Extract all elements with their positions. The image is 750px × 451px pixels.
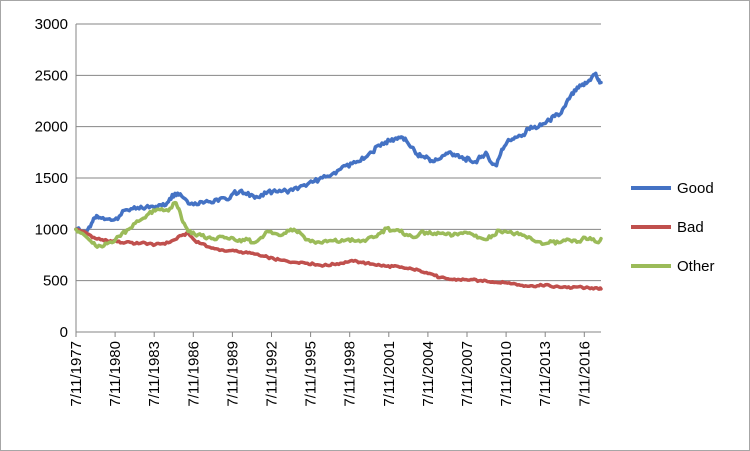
legend: Good Bad Other <box>631 180 715 275</box>
legend-label-good: Good <box>677 180 714 197</box>
y-tick-label-0: 0 <box>60 324 68 341</box>
y-tick-label-2500: 2500 <box>35 67 68 84</box>
x-tick-label: 7/11/1998 <box>342 341 359 407</box>
x-tick-label: 7/11/2004 <box>420 341 437 407</box>
x-tick-label: 7/11/1989 <box>224 341 241 407</box>
x-tick-label: 7/11/1986 <box>185 341 202 407</box>
legend-label-other: Other <box>677 258 715 275</box>
x-tick-label: 7/11/2010 <box>498 341 515 407</box>
axes <box>75 24 601 337</box>
y-tick-label-1500: 1500 <box>35 170 68 187</box>
series-line-bad <box>74 227 603 291</box>
y-axis-tick-labels: 0 500 1000 1500 2000 2500 3000 <box>35 16 68 341</box>
x-tick-label: 7/11/1980 <box>107 341 124 407</box>
x-tick-label: 7/11/1977 <box>68 341 85 407</box>
x-tick-label: 7/11/1992 <box>264 341 281 407</box>
y-tick-label-500: 500 <box>43 273 68 290</box>
y-tick-label-2000: 2000 <box>35 119 68 136</box>
y-tick-label-1000: 1000 <box>35 221 68 238</box>
x-tick-label: 7/11/2013 <box>537 341 554 407</box>
x-tick-label: 7/11/2007 <box>459 341 476 407</box>
series-lines <box>74 71 603 291</box>
series-line-good <box>74 71 603 235</box>
x-axis-tick-labels: 7/11/1977 7/11/1980 7/11/1983 7/11/1986 7/11… <box>68 341 593 407</box>
x-tick-label: 7/11/2001 <box>381 341 398 407</box>
series-line-other <box>74 200 603 249</box>
x-tick-label: 7/11/1995 <box>303 341 320 407</box>
y-tick-label-3000: 3000 <box>35 16 68 33</box>
x-tick-label: 7/11/2016 <box>576 341 593 407</box>
x-tick-label: 7/11/1983 <box>146 341 163 407</box>
legend-label-bad: Bad <box>677 219 704 236</box>
gridlines <box>76 23 601 282</box>
